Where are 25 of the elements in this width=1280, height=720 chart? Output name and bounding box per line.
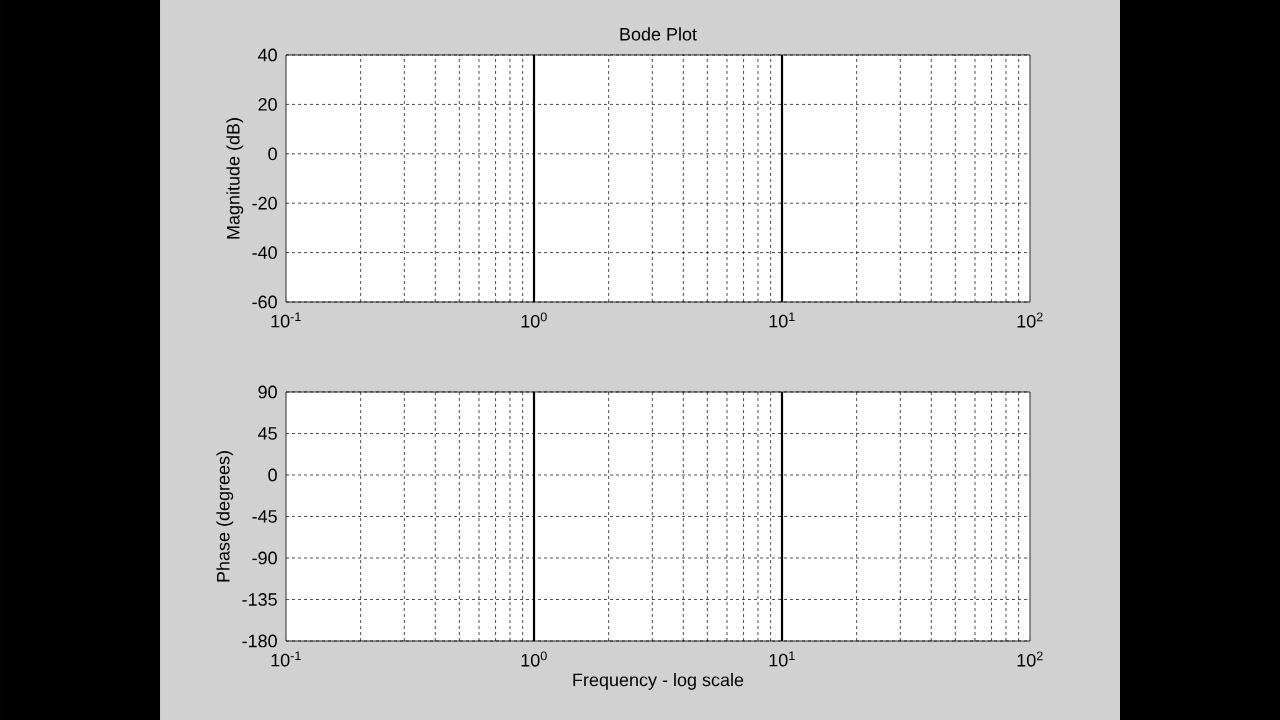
chart-title: Bode Plot: [620, 27, 697, 41]
y-tick-label: 20: [258, 98, 277, 111]
x-tick-label: 10$^{2}$: [1017, 312, 1043, 328]
x-tick-label: 10$^{2}$: [1017, 651, 1043, 667]
x-tick-label: 10$^{-1}$: [271, 651, 301, 667]
x-tick-label: 10$^{0}$: [521, 312, 547, 328]
y-tick-label: -135: [242, 593, 277, 606]
y-axis-title: Phase (degrees): [216, 451, 234, 582]
x-tick-label: 10$^{0}$: [521, 651, 547, 667]
y-tick-label: -90: [252, 551, 277, 565]
y-tick-label: 0: [268, 468, 277, 482]
y-tick-label: 90: [258, 385, 277, 399]
x-axis-title: Frequency - log scale: [573, 673, 744, 690]
y-tick-label: 45: [257, 427, 277, 440]
x-tick-label: 10$^{-1}$: [271, 312, 301, 328]
y-tick-label: -45: [252, 510, 277, 523]
x-tick-label: 10$^{1}$: [769, 312, 795, 328]
y-tick-label: -20: [252, 196, 277, 210]
y-tick-label: 40: [257, 48, 277, 62]
x-tick-label: 10$^{1}$: [769, 651, 795, 667]
y-tick-label: 0: [268, 147, 277, 161]
y-tick-label: -40: [252, 246, 277, 259]
y-tick-label: -180: [242, 634, 277, 648]
y-tick-label: -60: [252, 295, 277, 309]
y-axis-title: Magnitude (dB): [226, 118, 244, 239]
